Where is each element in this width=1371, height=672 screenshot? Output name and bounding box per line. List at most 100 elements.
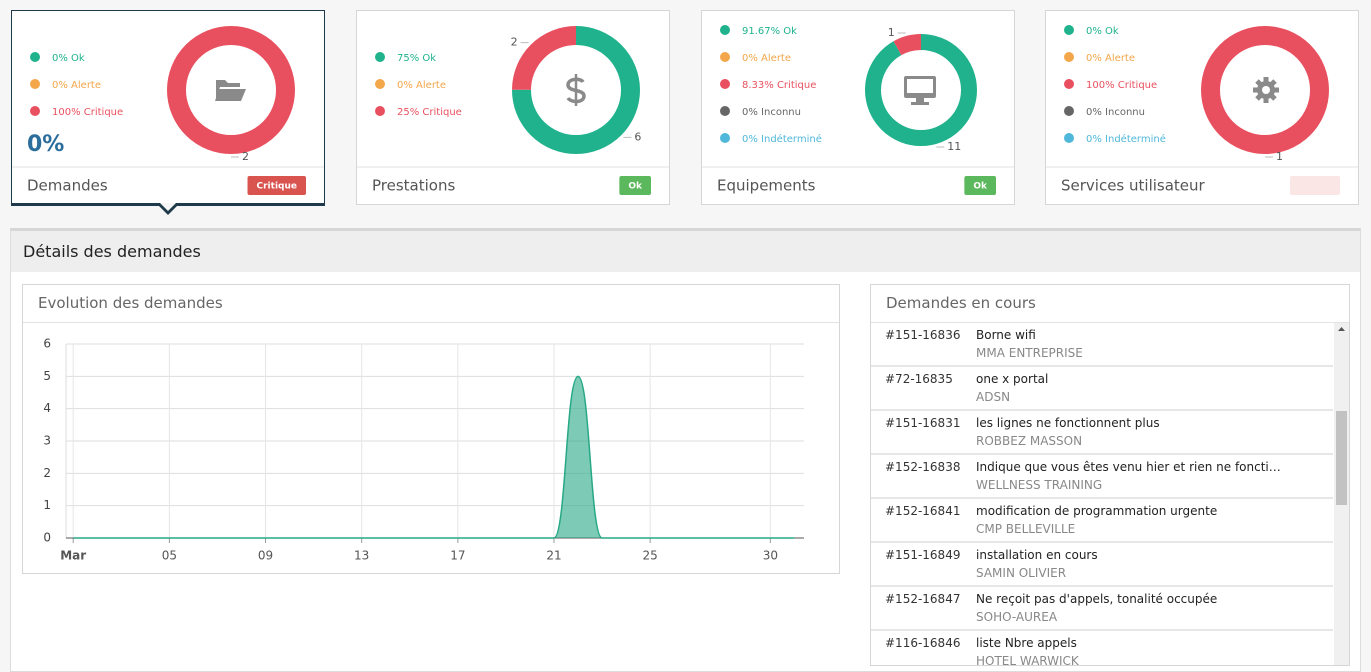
donut-label: 1 bbox=[1276, 150, 1283, 163]
request-client: HOTEL WARWICK bbox=[976, 654, 1079, 665]
request-subject: Ne reçoit pas d'appels, tonalité occupée bbox=[976, 592, 1218, 606]
donut-segment bbox=[167, 26, 295, 154]
legend-dot bbox=[30, 79, 40, 89]
request-client: WELLNESS TRAINING bbox=[976, 478, 1103, 492]
legend-label: 0% Indéterminé bbox=[1086, 133, 1166, 145]
folder-icon bbox=[215, 80, 246, 101]
legend-dot bbox=[720, 133, 730, 143]
card-title: Services utilisateur bbox=[1061, 177, 1206, 195]
request-client: MMA ENTREPRISE bbox=[976, 346, 1083, 360]
legend-label: 0% Alerte bbox=[397, 80, 446, 91]
request-subject: les lignes ne fonctionnent plus bbox=[976, 416, 1160, 430]
legend-label: 75% Ok bbox=[397, 53, 436, 64]
request-subject: modification de programmation urgente bbox=[976, 504, 1218, 518]
dashboard: 0% Ok 0% Alerte 100% Critique 0% 2 Demandes Cr… bbox=[10, 10, 1361, 672]
legend-label: 0% Ok bbox=[1086, 26, 1119, 37]
request-id: #152-16838 bbox=[885, 460, 961, 474]
request-id: #152-16841 bbox=[885, 504, 961, 518]
area-fill bbox=[73, 376, 795, 538]
request-row[interactable]: #116-16846 liste Nbre appels HOTEL WARWICK bbox=[871, 631, 1333, 665]
x-tick-label: 25 bbox=[643, 549, 658, 563]
legend-label: 0% Inconnu bbox=[742, 107, 801, 118]
y-tick-label: 6 bbox=[43, 337, 51, 351]
y-tick-label: 5 bbox=[43, 369, 51, 383]
legend-label: 0% Alerte bbox=[52, 80, 101, 91]
status-card[interactable]: 0% Ok 0% Alerte 100% Critique 0% 2 Demandes Cr… bbox=[11, 10, 325, 206]
chart-panel: Evolution des demandes 0 1 2 3 4 5 6 Mar 05 09 13 1… bbox=[22, 284, 840, 574]
monitor-icon bbox=[904, 76, 936, 105]
request-row[interactable]: #152-16847 Ne reçoit pas d'appels, tonali… bbox=[871, 587, 1333, 631]
legend-label: 25% Critique bbox=[397, 107, 462, 118]
y-tick-label: 0 bbox=[43, 531, 51, 545]
status-card[interactable]: 91.67% Ok 0% Alerte 8.33% Critique 0% Incon… bbox=[701, 10, 1015, 205]
legend-dot bbox=[1064, 79, 1074, 89]
donut-label: 2 bbox=[242, 150, 249, 163]
area-line bbox=[73, 375, 795, 539]
card-graphic: 75% Ok 0% Alerte 25% Critique 6 2 Prestations… bbox=[357, 26, 669, 195]
legend-label: 0% Indéterminé bbox=[742, 133, 822, 145]
request-row[interactable]: #152-16841 modification de programmation … bbox=[871, 499, 1333, 543]
request-row[interactable]: #151-16836 Borne wifi MMA ENTREPRISE bbox=[871, 323, 1333, 367]
card-title: Equipements bbox=[717, 177, 816, 195]
chart: 0 1 2 3 4 5 6 Mar 05 09 13 17 21 25 30 bbox=[43, 337, 804, 563]
list-rows: #151-16836 Borne wifi MMA ENTREPRISE #72-16… bbox=[871, 323, 1333, 665]
chart-title: Evolution des demandes bbox=[23, 285, 839, 323]
request-subject: Borne wifi bbox=[976, 328, 1036, 342]
request-client: SOHO-AUREA bbox=[976, 610, 1058, 624]
donut-segment bbox=[1201, 26, 1329, 154]
legend-label: 91.67% Ok bbox=[742, 26, 797, 37]
list-panel: Demandes en cours #151-16836 Borne wifi MM… bbox=[870, 284, 1350, 666]
donut-segment bbox=[512, 26, 640, 154]
status-badge-text: Ok bbox=[973, 182, 988, 192]
status-badge bbox=[1290, 176, 1340, 195]
legend-dot bbox=[30, 52, 40, 62]
legend-dot bbox=[1064, 25, 1074, 35]
request-id: #152-16847 bbox=[885, 592, 961, 606]
request-subject: installation en cours bbox=[976, 548, 1098, 562]
status-card[interactable]: 75% Ok 0% Alerte 25% Critique 6 2 Prestations… bbox=[356, 10, 670, 205]
legend-dot bbox=[1064, 52, 1074, 62]
card-graphic: 91.67% Ok 0% Alerte 8.33% Critique 0% Incon… bbox=[702, 25, 1014, 195]
request-row[interactable]: #151-16831 les lignes ne fonctionnent plu… bbox=[871, 411, 1333, 455]
dollar-icon bbox=[566, 74, 586, 106]
legend-label: 100% Critique bbox=[52, 107, 123, 118]
request-id: #151-16849 bbox=[885, 548, 961, 562]
y-tick-label: 2 bbox=[43, 466, 51, 480]
status-badge bbox=[964, 176, 996, 195]
request-subject: liste Nbre appels bbox=[976, 636, 1077, 650]
card-graphic: 0% Ok 0% Alerte 100% Critique 0% Inconnu 0% … bbox=[1046, 25, 1358, 195]
scroll-up[interactable] bbox=[1334, 323, 1349, 335]
x-tick-label: 09 bbox=[258, 549, 273, 563]
request-id: #116-16846 bbox=[885, 636, 961, 650]
request-client: CMP BELLEVILLE bbox=[976, 522, 1076, 536]
gear-icon bbox=[1253, 77, 1279, 103]
status-badge-text: Ok bbox=[628, 182, 643, 192]
selection-pointer bbox=[157, 203, 179, 215]
card-graphic: 0% Ok 0% Alerte 100% Critique 0% 2 Demandes Cr… bbox=[12, 26, 324, 195]
request-subject: one x portal bbox=[976, 372, 1049, 386]
x-tick-label: 13 bbox=[354, 549, 369, 563]
list-title: Demandes en cours bbox=[871, 285, 1349, 323]
legend-dot bbox=[720, 79, 730, 89]
request-id: #72-16835 bbox=[885, 372, 953, 386]
legend-dot bbox=[720, 106, 730, 116]
card-title: Prestations bbox=[372, 177, 455, 195]
legend-label: 0% Inconnu bbox=[1086, 107, 1145, 118]
legend-dot bbox=[720, 52, 730, 62]
x-tick-label: 17 bbox=[450, 549, 465, 563]
request-row[interactable]: #151-16849 installation en cours SAMIN OLI… bbox=[871, 543, 1333, 587]
section-title: Détails des demandes bbox=[11, 231, 1360, 272]
request-subject: Indique que vous êtes venu hier et rien … bbox=[976, 460, 1281, 474]
request-id: #151-16836 bbox=[885, 328, 961, 342]
status-badge bbox=[619, 176, 651, 195]
scrollbar[interactable] bbox=[1334, 323, 1349, 665]
donut-segment bbox=[865, 34, 977, 146]
request-row[interactable]: #72-16835 one x portal ADSN bbox=[871, 367, 1333, 411]
scroll-thumb[interactable] bbox=[1336, 411, 1347, 505]
x-tick-label: 21 bbox=[546, 549, 561, 563]
status-card[interactable]: 0% Ok 0% Alerte 100% Critique 0% Inconnu 0% … bbox=[1045, 10, 1359, 205]
status-badge-text: Critique bbox=[257, 182, 297, 192]
request-row[interactable]: #152-16838 Indique que vous êtes venu hie… bbox=[871, 455, 1333, 499]
x-tick-label: 05 bbox=[162, 549, 177, 563]
legend-dot bbox=[375, 106, 385, 116]
